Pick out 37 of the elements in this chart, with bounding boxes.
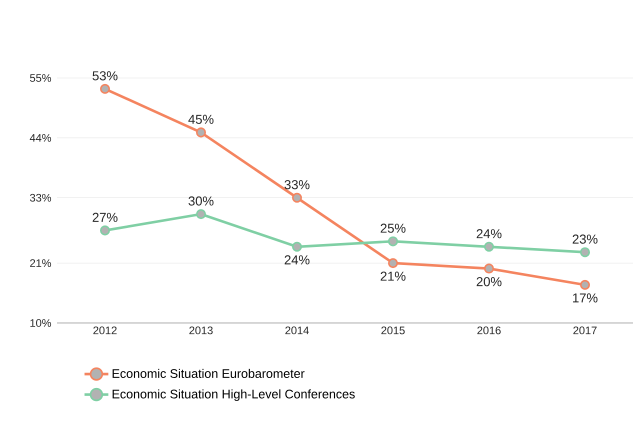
point [484,242,494,252]
y-tick-label: 10% [30,319,52,327]
x-tick-label: 2014 [285,326,309,334]
point [388,258,398,268]
point [100,84,110,94]
data-label: 17% [573,293,598,302]
point [484,264,494,274]
x-tick-label: 2013 [189,326,213,334]
y-tick-label: 44% [30,134,52,142]
x-tick-label: 2015 [381,326,405,334]
y-tick-label: 21% [30,259,52,267]
point [196,127,206,138]
point [388,236,398,246]
y-tick-label: 33% [30,194,52,202]
data-label: 25% [380,224,406,233]
data-label: 27% [92,212,118,222]
data-label: 24% [284,255,310,264]
y-tick-label: 55% [30,74,52,82]
data-label: 53% [92,71,118,80]
data-label: 23% [572,234,598,244]
legend-label: Economic Situation High-Level Conferences [112,389,355,401]
point [580,247,590,258]
point [580,280,590,290]
data-label: 30% [188,196,214,206]
x-tick-label: 2012 [93,326,117,334]
point [196,209,206,220]
x-tick-label: 2017 [573,326,597,334]
data-label: 33% [284,180,310,190]
data-label: 24% [476,229,502,238]
point [292,242,302,252]
x-tick-label: 2016 [477,326,501,334]
legend-label: Economic Situation Eurobarometer [112,368,305,378]
data-label: 20% [476,277,502,286]
point [100,225,110,236]
data-label: 45% [188,114,214,124]
data-label: 21% [380,272,406,281]
point [292,192,302,203]
